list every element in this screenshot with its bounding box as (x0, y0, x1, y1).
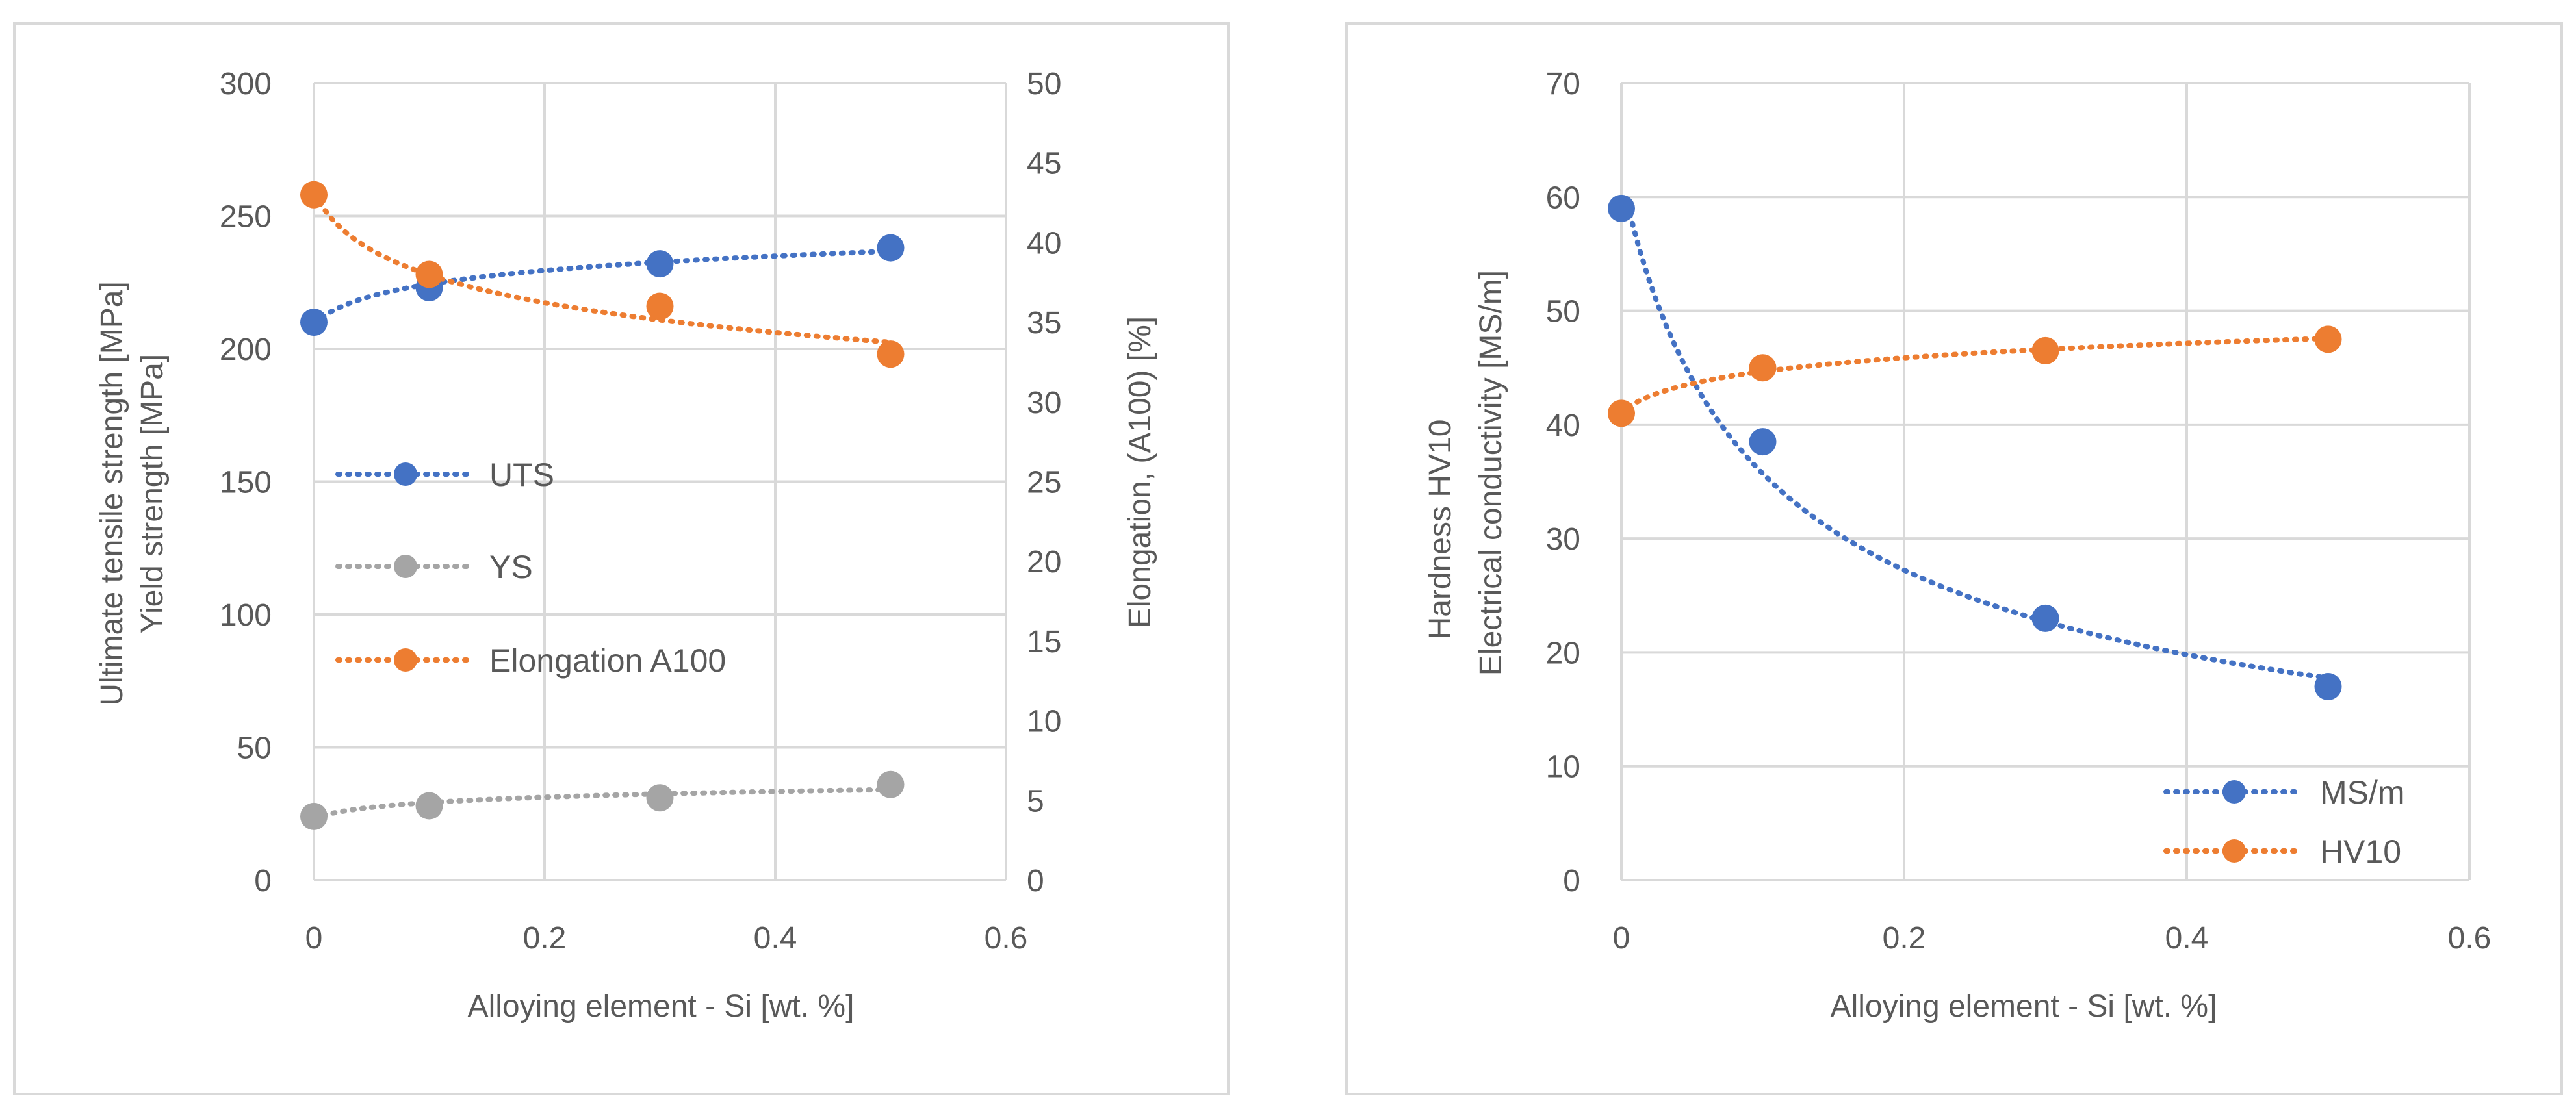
right-trendline-ms-m (1619, 205, 2331, 681)
left-ytick-label: 150 (220, 466, 272, 500)
legend-item-uts: UTS (335, 457, 554, 493)
left-tick-labels: 0 50 100 150 200 250 300 0 5 10 15 20 25 30 35 40 45 50 0 0… (220, 67, 1061, 956)
left-xtick-label: 0 (305, 921, 323, 956)
left-point-ys (646, 784, 674, 812)
right-xtick-label: 0.2 (1883, 921, 1926, 956)
right-ytick-label: 30 (1546, 522, 1580, 557)
left-trendline-uts (311, 248, 894, 325)
right-point-ms-m (2314, 673, 2342, 701)
left-xtick-label: 0.4 (754, 921, 797, 956)
left-y-axis-title-line-1: Ultimate tensile strength [MPa] (95, 281, 129, 706)
left-point-elongation-a100 (415, 260, 443, 288)
right-xtick-label: 0 (1613, 921, 1630, 956)
right-point-hv10 (1608, 399, 1635, 427)
right-trendline-hv10 (1619, 336, 2331, 416)
right-legend: MS/m HV10 (2163, 774, 2405, 870)
right-x-axis-title: Alloying element - Si [wt. %] (1831, 989, 2217, 1024)
left-point-ys (877, 770, 905, 798)
right-point-hv10 (2031, 336, 2059, 364)
left-chart-panel: 0 50 100 150 200 250 300 0 5 10 15 20 25 30 35 40 45 50 0 0… (13, 22, 1230, 1095)
right-point-hv10 (1749, 354, 1777, 382)
legend-item-ys: YS (335, 549, 533, 585)
left-series-layer (300, 181, 905, 830)
right-gridlines (1620, 82, 2471, 881)
left-point-ys (415, 792, 443, 820)
left-point-uts (877, 234, 905, 262)
right-ytick-label: 10 (1546, 750, 1580, 785)
left-point-elongation-a100 (877, 340, 905, 368)
left-ytick-label: 200 (220, 333, 272, 367)
left-ytick-label: 100 (220, 598, 272, 633)
legend-label-elongation: Elongation A100 (489, 642, 726, 679)
legend-item-elongation: Elongation A100 (335, 642, 726, 679)
left-y2tick-label: 25 (1027, 466, 1061, 500)
legend-label-hv10: HV10 (2320, 833, 2401, 870)
right-y-axis-title-line-2: Electrical conductivity [MS/m] (1474, 270, 1508, 676)
left-legend: UTS YS Elongation A100 (335, 457, 726, 679)
left-point-ys (300, 802, 328, 830)
right-y-axis-title-line-1: Hardness HV10 (1423, 420, 1458, 640)
left-ytick-label: 50 (237, 731, 272, 766)
left-gridlines (313, 82, 1007, 881)
left-ytick-label: 250 (220, 200, 272, 234)
left-y2tick-label: 15 (1027, 625, 1061, 659)
right-point-hv10 (2314, 325, 2342, 353)
left-y2tick-label: 10 (1027, 705, 1061, 739)
legend-swatch-marker-ys (394, 555, 417, 578)
left-y2-axis-title: Elongation, (A100) [%] (1123, 316, 1157, 628)
left-y2tick-label: 35 (1027, 306, 1061, 340)
left-trendline-elongation-a100 (311, 192, 894, 345)
left-trendline-ys (311, 787, 894, 819)
right-xtick-label: 0.6 (2448, 921, 2492, 956)
legend-item-ms-m: MS/m (2163, 774, 2405, 811)
right-point-ms-m (2031, 604, 2059, 632)
legend-label-ms-m: MS/m (2320, 774, 2405, 811)
right-series-layer (1608, 194, 2342, 701)
left-y2tick-label: 5 (1027, 784, 1044, 818)
left-chart-frame (13, 22, 1230, 1095)
left-x-axis-title: Alloying element - Si [wt. %] (468, 989, 855, 1024)
left-y2tick-label: 20 (1027, 545, 1061, 579)
left-y2tick-label: 45 (1027, 147, 1061, 181)
legend-label-ys: YS (489, 549, 533, 585)
right-ytick-label: 50 (1546, 295, 1580, 329)
right-xtick-label: 0.4 (2165, 921, 2209, 956)
left-ytick-label: 0 (254, 864, 272, 898)
left-point-uts (646, 250, 674, 278)
right-ytick-label: 60 (1546, 181, 1580, 215)
left-y2tick-label: 30 (1027, 386, 1061, 420)
legend-label-uts: UTS (489, 457, 554, 493)
legend-swatch-marker-ms-m (2222, 780, 2246, 804)
right-ytick-label: 20 (1546, 636, 1580, 670)
left-point-elongation-a100 (300, 181, 328, 209)
left-xtick-label: 0.2 (523, 921, 567, 956)
left-y2tick-label: 50 (1027, 67, 1061, 101)
left-y-axis-title-line-2: Yield strength [MPa] (135, 354, 170, 633)
left-xtick-label: 0.6 (985, 921, 1028, 956)
right-point-ms-m (1749, 428, 1777, 456)
right-tick-labels: 0 10 20 30 40 50 60 70 0 0.2 0.4 0.6 (1546, 67, 2492, 956)
right-chart-frame (1345, 22, 2563, 1095)
legend-swatch-marker-elongation (394, 648, 417, 672)
right-ytick-label: 70 (1546, 67, 1580, 101)
left-ytick-label: 300 (220, 67, 272, 101)
right-ytick-label: 40 (1546, 409, 1580, 443)
legend-swatch-marker-hv10 (2222, 839, 2246, 863)
left-y2tick-label: 40 (1027, 226, 1061, 260)
left-point-elongation-a100 (646, 292, 674, 320)
legend-swatch-marker-uts (394, 462, 417, 486)
left-point-uts (300, 309, 328, 336)
left-y2tick-label: 0 (1027, 864, 1044, 898)
right-point-ms-m (1608, 194, 1635, 222)
right-ytick-label: 0 (1563, 864, 1580, 898)
legend-item-hv10: HV10 (2163, 833, 2401, 870)
